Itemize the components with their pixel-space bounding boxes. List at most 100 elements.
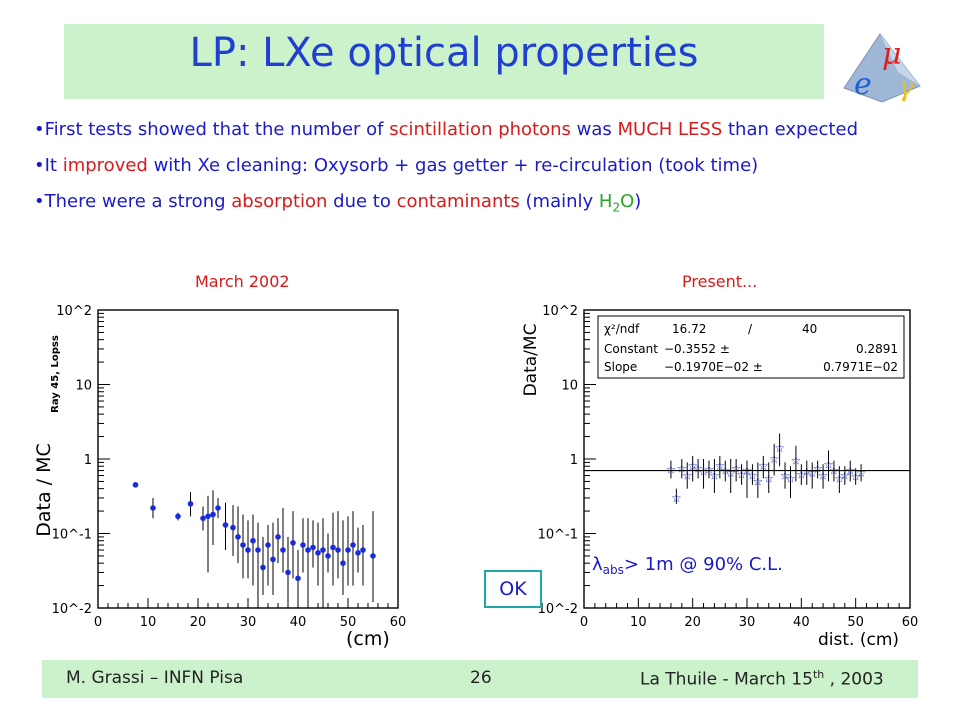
title-band <box>64 24 824 99</box>
data-point: ☆ <box>666 463 677 477</box>
data-point: ☆ <box>856 466 867 480</box>
bullet-text-segment: 2 <box>612 200 621 215</box>
fit-param-error: 0.7971E−02 <box>823 360 898 374</box>
bullet-text-segment: •It <box>34 155 63 176</box>
bullet-text-segment: MUCH LESS <box>617 119 723 140</box>
bullet-text-segment: than expected <box>722 119 858 140</box>
annotation-subscript: abs <box>603 563 624 577</box>
data-point <box>245 547 251 553</box>
data-point <box>345 547 351 553</box>
x-tick-label: 10 <box>140 615 157 630</box>
fit-param-name: Constant <box>604 342 658 356</box>
bullet-text-segment: improved <box>62 155 148 176</box>
data-point: ☆ <box>839 469 850 483</box>
bullet-text-segment: •There were a strong <box>34 191 232 212</box>
footer-author: M. Grassi – INFN Pisa <box>66 668 244 688</box>
data-point <box>330 544 336 551</box>
data-point <box>295 575 301 582</box>
data-point <box>325 553 331 559</box>
data-point: ☆ <box>704 463 715 477</box>
data-point: ☆ <box>796 467 807 481</box>
data-point <box>187 501 194 507</box>
x-tick-label: 50 <box>847 615 864 630</box>
bullet-text-segment: •First tests showed that the number of <box>34 119 390 140</box>
annotation-lambda: λ <box>592 554 603 575</box>
footer-band <box>42 660 918 698</box>
data-point: ☆ <box>725 466 736 480</box>
y-tick-label: 10^-1 <box>52 528 92 543</box>
bullet-item: •It improved with Xe cleaning: Oxysorb +… <box>34 154 934 178</box>
data-point <box>350 542 356 548</box>
data-point: ☆ <box>774 441 785 455</box>
data-point: ☆ <box>801 464 812 478</box>
y-tick-label: 10^2 <box>56 304 92 319</box>
footer-event-main: La Thuile - March 15 <box>640 669 813 690</box>
y-tick-label: 1 <box>570 453 578 468</box>
x-tick-label: 50 <box>340 615 357 630</box>
data-point <box>215 505 221 511</box>
x-tick-label: 0 <box>94 615 102 630</box>
data-point <box>260 564 266 571</box>
x-tick-label: 60 <box>390 615 407 630</box>
data-point: ☆ <box>818 469 829 483</box>
fit-chi2-value: 16.72 <box>672 322 706 336</box>
data-point: ☆ <box>834 471 845 485</box>
data-point <box>275 534 281 540</box>
bullet-list: •First tests showed that the number of s… <box>34 118 934 232</box>
data-point <box>270 556 276 563</box>
data-point <box>205 513 211 520</box>
data-point: ☆ <box>693 461 704 475</box>
data-point <box>310 544 316 551</box>
data-point: ☆ <box>698 464 709 478</box>
data-point: ☆ <box>736 467 747 481</box>
caption-march-2002: March 2002 <box>195 272 290 291</box>
data-point: ☆ <box>780 469 791 483</box>
data-point <box>265 542 271 548</box>
bullet-text-segment: absorption <box>231 191 328 212</box>
y-tick-label: 1 <box>84 453 92 468</box>
data-point <box>285 569 291 576</box>
fit-param-name: Slope <box>604 360 637 374</box>
fit-slash: / <box>748 322 753 336</box>
data-point <box>335 547 341 553</box>
x-axis-label: (cm) <box>346 628 390 650</box>
y-tick-label: 10 <box>561 379 578 394</box>
data-point: ☆ <box>758 459 769 473</box>
data-point <box>230 524 236 531</box>
bullet-text-segment: was <box>570 119 618 140</box>
slide-title: LP: LXe optical properties <box>189 30 699 76</box>
data-point <box>320 547 326 553</box>
svg-text:γ: γ <box>898 73 914 103</box>
x-axis-label: dist. (cm) <box>818 630 899 650</box>
y-tick-label: 10^2 <box>542 304 578 319</box>
data-point: ☆ <box>687 459 698 473</box>
data-point <box>315 550 321 556</box>
absorption-length-annotation: λabs> 1m @ 90% C.L. <box>592 554 783 577</box>
fit-ndf-value: 40 <box>802 322 817 336</box>
caption-present: Present... <box>682 272 758 291</box>
y-tick-label: 10^-2 <box>52 602 92 617</box>
y-axis-sublabel: Ray 45, Lopss <box>50 335 61 413</box>
data-point: ☆ <box>747 469 758 483</box>
data-point <box>200 515 206 522</box>
data-point <box>240 542 246 548</box>
data-point <box>255 547 261 553</box>
data-point <box>360 547 366 553</box>
data-point: ☆ <box>676 461 687 475</box>
data-point: ☆ <box>785 471 796 485</box>
fit-param-value: −0.3552 ± <box>664 342 730 356</box>
bullet-text-segment: with Xe cleaning: Oxysorb + gas getter +… <box>147 155 759 176</box>
svg-text:μ: μ <box>882 37 902 72</box>
data-point <box>370 553 376 559</box>
x-tick-label: 40 <box>793 615 810 630</box>
data-point <box>132 482 139 488</box>
mu-e-gamma-logo: μ e γ <box>843 33 921 103</box>
ok-box: OK <box>484 570 542 608</box>
data-point <box>175 513 181 520</box>
bullet-text-segment: contaminants <box>396 191 520 212</box>
x-tick-label: 0 <box>580 615 588 630</box>
bullet-text-segment: (mainly <box>519 191 599 212</box>
data-point: ☆ <box>812 461 823 475</box>
data-point <box>250 537 256 544</box>
x-tick-label: 40 <box>290 615 307 630</box>
